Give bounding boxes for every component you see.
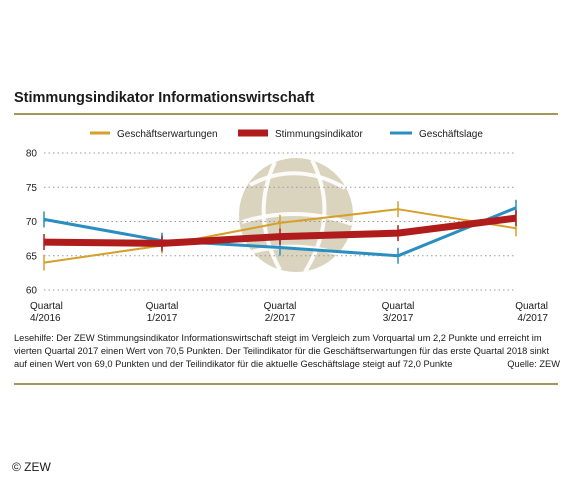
x-tick-label: Quartal [515, 301, 548, 312]
legend-label: Geschäftslage [419, 129, 483, 140]
legend: Geschäftserwartungen Stimmungsindikator Ge… [90, 129, 483, 140]
legend-label: Geschäftserwartungen [117, 129, 218, 140]
title-rule [14, 113, 558, 115]
y-tick-label: 70 [26, 217, 38, 228]
copyright: © ZEW [12, 460, 51, 474]
globe-arc-4 [303, 159, 327, 274]
x-tick-label: 3/2017 [383, 313, 414, 324]
x-tick-label: 4/2017 [517, 313, 548, 324]
x-tick-label: 2/2017 [265, 313, 296, 324]
source-label: Quelle: ZEW [507, 359, 560, 369]
x-tick-label: Quartal [382, 301, 415, 312]
y-tick-label: 65 [26, 251, 38, 262]
x-tick-label: Quartal [264, 301, 297, 312]
caption-text: Lesehilfe: Der ZEW Stimmungsindikator In… [14, 333, 550, 369]
caption: Lesehilfe: Der ZEW Stimmungsindikator In… [14, 332, 560, 371]
y-tick-label: 80 [26, 149, 38, 160]
series-lines [43, 199, 517, 271]
globe-arc-1 [241, 211, 353, 226]
caption-rule [14, 383, 558, 385]
globe-arc-3 [261, 161, 282, 271]
x-tick-label: 1/2017 [147, 313, 178, 324]
legend-label: Stimmungsindikator [275, 129, 363, 140]
y-axis-labels: 60 65 70 75 80 [26, 149, 38, 297]
globe-watermark [239, 158, 353, 274]
y-tick-label: 60 [26, 286, 38, 297]
x-tick-label: Quartal [146, 301, 179, 312]
chart-title: Stimmungsindikator Informationswirtschaf… [14, 90, 315, 106]
x-tick-label: Quartal [30, 301, 63, 312]
y-tick-label: 75 [26, 183, 38, 194]
x-axis-labels: Quartal4/2016Quartal1/2017Quartal2/2017Q… [30, 301, 548, 324]
globe-arc-0 [249, 171, 346, 190]
x-tick-label: 4/2016 [30, 313, 61, 324]
